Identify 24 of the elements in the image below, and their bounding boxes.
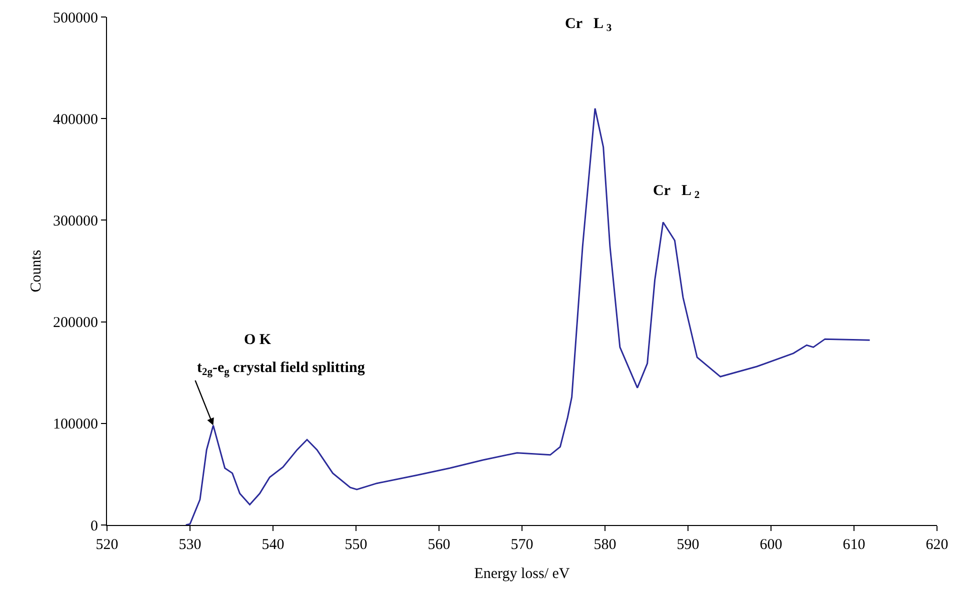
x-tick-label: 620 [926, 537, 948, 553]
y-axis-title: Counts [28, 250, 44, 292]
annotation: O K [244, 332, 272, 348]
x-tick-label: 590 [676, 537, 700, 553]
annotation: Cr L $_{3}$ [565, 16, 612, 34]
y-tick-label: 0 [90, 518, 98, 534]
x-axis-title: Energy loss/ eV [474, 566, 570, 582]
y-tick-label: 500000 [53, 10, 98, 26]
y-tick-label: 200000 [53, 315, 98, 332]
x-tick-label: 520 [96, 537, 118, 553]
y-tick-label: 100000 [53, 416, 98, 433]
y-tick-label: 400000 [53, 112, 98, 128]
x-tick-label: 540 [262, 537, 284, 553]
x-tick-label: 610 [842, 537, 866, 553]
x-tick-label: 570 [510, 537, 534, 553]
line-series [185, 108, 871, 525]
x-tick-label: 550 [344, 537, 368, 553]
x-tick-label: 530 [178, 537, 202, 553]
annotation: t$_{2g}$-e$_{g}$ crystal field splitting [197, 360, 366, 378]
x-tick-label: 580 [594, 537, 616, 553]
annotation: Cr L $_{2}$ [653, 183, 700, 202]
y-tick-label: 300000 [53, 213, 98, 230]
x-tick-label: 560 [428, 537, 450, 553]
x-tick-label: 600 [760, 537, 782, 553]
